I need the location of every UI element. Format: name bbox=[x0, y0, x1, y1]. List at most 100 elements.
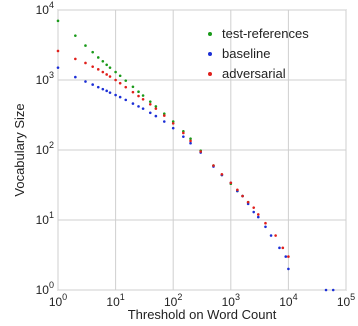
legend-label: baseline bbox=[222, 46, 270, 61]
data-point bbox=[171, 126, 175, 130]
data-point bbox=[84, 61, 87, 65]
data-point bbox=[256, 213, 260, 216]
data-point bbox=[141, 94, 145, 97]
data-point bbox=[124, 98, 128, 102]
y-tick-labels: 100 101 102 103 104 bbox=[36, 0, 54, 297]
data-point bbox=[96, 56, 100, 59]
legend: test-references baseline adversarial bbox=[208, 26, 309, 81]
data-point bbox=[189, 137, 192, 141]
legend-label: test-references bbox=[222, 26, 309, 41]
y-tick-label: 104 bbox=[36, 0, 54, 17]
data-point bbox=[108, 66, 112, 69]
data-point bbox=[96, 68, 100, 71]
y-tick-label: 102 bbox=[36, 140, 54, 157]
data-point bbox=[212, 164, 215, 167]
data-point bbox=[154, 107, 158, 110]
grid bbox=[57, 9, 347, 291]
data-point bbox=[91, 65, 94, 68]
data-point bbox=[101, 87, 105, 91]
data-point bbox=[241, 194, 244, 198]
data-point bbox=[162, 114, 166, 117]
data-point bbox=[148, 111, 152, 115]
data-point bbox=[171, 120, 175, 123]
x-tick-label: 104 bbox=[279, 292, 297, 309]
data-point bbox=[131, 85, 135, 89]
data-point bbox=[284, 255, 288, 258]
data-point bbox=[56, 49, 60, 53]
data-point bbox=[74, 57, 77, 61]
data-point bbox=[252, 206, 256, 209]
data-point bbox=[162, 120, 166, 123]
data-point bbox=[148, 100, 152, 103]
data-point bbox=[141, 98, 145, 101]
data-point bbox=[236, 188, 239, 192]
data-point bbox=[74, 34, 77, 37]
data-point bbox=[264, 225, 267, 229]
data-point bbox=[162, 112, 166, 116]
data-point bbox=[229, 181, 233, 185]
data-point bbox=[91, 50, 94, 54]
data-point bbox=[141, 107, 145, 110]
x-tick-label: 101 bbox=[106, 292, 124, 309]
data-point bbox=[96, 85, 100, 89]
data-point bbox=[108, 91, 112, 94]
data-point bbox=[154, 114, 158, 118]
data-point bbox=[91, 83, 94, 86]
data-point bbox=[118, 95, 122, 99]
data-points bbox=[56, 19, 335, 292]
data-point bbox=[124, 79, 128, 82]
data-point bbox=[114, 70, 117, 74]
x-tick-label: 102 bbox=[164, 292, 182, 309]
data-point bbox=[182, 131, 185, 135]
data-point bbox=[101, 59, 105, 63]
y-axis-title: Vocabulary Size bbox=[12, 103, 27, 196]
legend-marker bbox=[208, 52, 212, 56]
legend-marker bbox=[208, 32, 212, 36]
legend-marker bbox=[208, 72, 212, 76]
data-point bbox=[137, 94, 140, 98]
data-point bbox=[189, 139, 192, 143]
data-point bbox=[108, 75, 112, 78]
series-baseline bbox=[56, 66, 335, 292]
data-point bbox=[287, 267, 290, 271]
data-point bbox=[137, 105, 140, 108]
data-point bbox=[74, 75, 77, 79]
y-tick-label: 100 bbox=[36, 280, 54, 297]
x-tick-label: 103 bbox=[222, 292, 240, 309]
data-point bbox=[131, 102, 135, 105]
x-tick-label: 105 bbox=[337, 292, 355, 309]
data-point bbox=[101, 70, 105, 74]
data-point bbox=[137, 90, 140, 94]
data-point bbox=[171, 122, 175, 125]
data-point bbox=[56, 19, 60, 23]
data-point bbox=[105, 89, 108, 93]
data-point bbox=[324, 288, 328, 292]
data-point bbox=[281, 246, 285, 250]
data-point bbox=[154, 105, 158, 108]
x-axis-title: Threshold on Word Count bbox=[128, 307, 277, 322]
data-point bbox=[114, 93, 117, 97]
data-point bbox=[274, 234, 277, 237]
data-point bbox=[256, 215, 260, 219]
data-point bbox=[114, 78, 117, 82]
data-point bbox=[148, 102, 152, 106]
y-tick-label: 103 bbox=[36, 70, 54, 87]
legend-label: adversarial bbox=[222, 66, 286, 81]
x-tick-labels: 100 101 102 103 104 105 bbox=[49, 292, 355, 309]
data-point bbox=[189, 141, 192, 145]
data-point bbox=[287, 255, 290, 258]
data-point bbox=[105, 73, 108, 76]
data-point bbox=[105, 63, 108, 67]
data-point bbox=[131, 90, 135, 94]
data-point bbox=[118, 74, 122, 78]
data-point bbox=[56, 66, 60, 69]
data-point bbox=[124, 85, 128, 89]
x-tick-label: 100 bbox=[49, 292, 67, 309]
data-point bbox=[182, 135, 185, 138]
data-point bbox=[264, 221, 267, 225]
data-point bbox=[118, 81, 122, 85]
series-adversarial bbox=[56, 49, 290, 258]
data-point bbox=[331, 288, 335, 292]
data-point bbox=[252, 210, 256, 214]
